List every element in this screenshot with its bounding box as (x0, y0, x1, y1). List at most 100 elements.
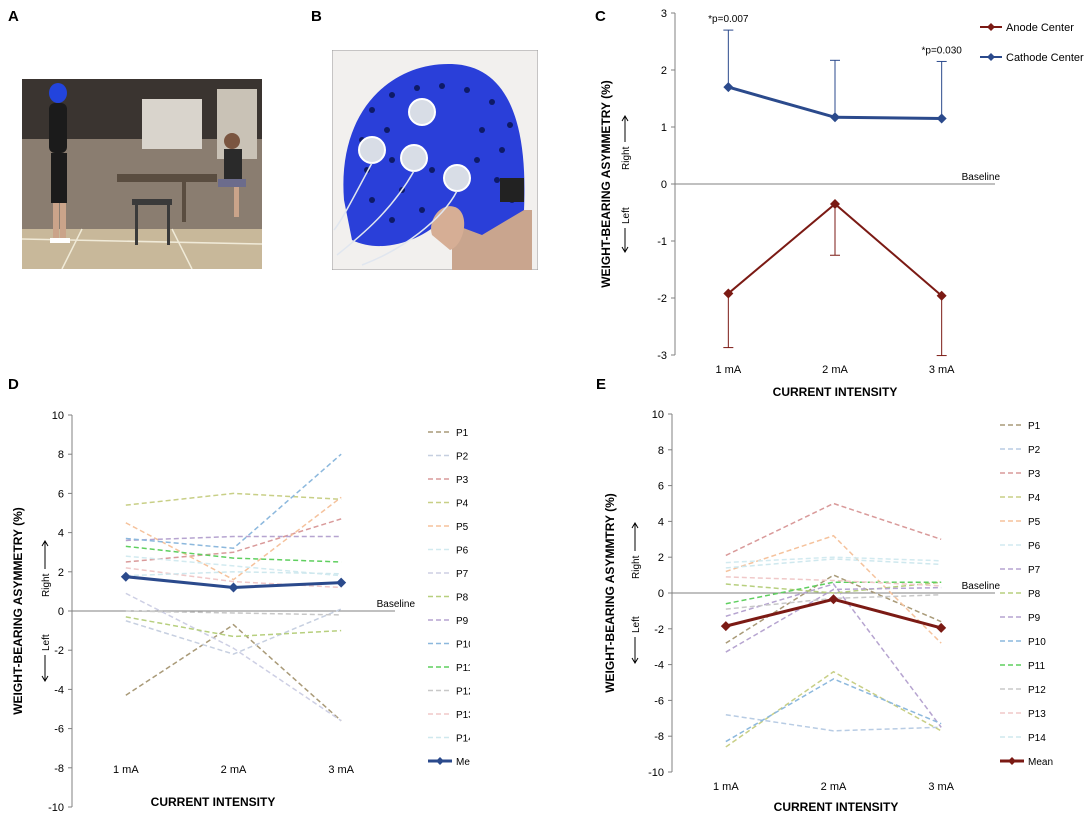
legend-marker (436, 757, 444, 765)
left-arrow-head (41, 675, 49, 682)
x-axis-title: CURRENT INTENSITY (773, 385, 898, 399)
y-tick-label: 0 (58, 606, 64, 618)
panel-letter-d: D (8, 376, 19, 393)
legend-label: P1 (456, 428, 469, 439)
y-tick-label: -4 (54, 684, 64, 696)
mean-data-point-marker (228, 582, 239, 593)
y-axis-title: WEIGHT-BEARING ASYMMETRY (%) (599, 80, 613, 288)
legend-label: P3 (1028, 469, 1041, 480)
right-arrow-head (631, 522, 639, 529)
panel-letter-b: B (311, 8, 322, 25)
legend-label: P5 (1028, 517, 1041, 528)
series-line-p11 (125, 545, 342, 563)
legend-label: P13 (1028, 709, 1046, 720)
series-line-p10 (725, 678, 942, 743)
legend-marker (987, 53, 995, 61)
right-direction-label: Right (631, 555, 642, 579)
series-line-p12 (125, 610, 342, 616)
x-tick-label: 2 mA (821, 781, 847, 793)
legend-label: Mean (456, 757, 470, 768)
series-line-p10 (125, 453, 342, 550)
chart-c: 3 2 1 0 -1 -2 -3 1 mA 2 mA 3 mA CURRENT INTENSITY W… (599, 8, 1084, 399)
y-tick-label: 2 (58, 567, 64, 579)
mean-data-point-marker (936, 622, 947, 633)
series-line-p14 (725, 558, 942, 569)
legend-label: P8 (1028, 589, 1041, 600)
legend-label: P10 (456, 640, 470, 651)
legend-marker (1008, 757, 1016, 765)
y-axis-title: WEIGHT-BEARING ASYMMTRY (%) (603, 493, 617, 693)
mean-data-point-marker (336, 577, 347, 588)
data-point-marker (936, 290, 947, 301)
mean-data-point-marker (120, 571, 131, 582)
series-line-p14 (125, 571, 342, 577)
data-point-marker (830, 112, 840, 123)
y-tick-label: 4 (658, 516, 664, 528)
series-line-p4 (725, 670, 942, 748)
series-line-p2 (125, 608, 342, 655)
data-point-marker (830, 198, 840, 209)
legend-label: P4 (456, 499, 469, 510)
chart-d: 10 8 6 4 2 0 -2 -4 -6 -8 -10 1 mA 2 mA 3 mA CURRENT IN… (11, 410, 470, 814)
legend-label: P11 (1028, 661, 1045, 672)
baseline-label: Baseline (962, 581, 1001, 592)
left-arrow-head (631, 657, 639, 664)
y-tick-label: -6 (54, 724, 64, 736)
left-direction-label: Left (631, 616, 642, 633)
x-tick-label: 1 mA (713, 781, 739, 793)
y-tick-label: 10 (652, 409, 664, 421)
photo-participant-standing (22, 79, 262, 269)
legend-label: P9 (456, 616, 469, 627)
x-tick-label: 1 mA (113, 764, 139, 776)
y-tick-label: 8 (58, 449, 64, 461)
legend-label: P7 (1028, 565, 1041, 576)
y-tick-label: -2 (54, 645, 64, 657)
legend-label: P1 (1028, 421, 1041, 432)
series-line-p1 (125, 623, 342, 722)
data-point-marker (723, 82, 734, 93)
series-line-p8 (725, 581, 942, 594)
series-line-p13 (725, 576, 942, 587)
legend-label: P10 (1028, 637, 1046, 648)
y-axis-title: WEIGHT-BEARING ASYMMETRY (%) (11, 507, 25, 715)
series-line-p3 (725, 502, 942, 557)
legend-label: P5 (456, 522, 469, 533)
legend-label: P13 (456, 710, 470, 721)
series-line-p11 (725, 581, 942, 605)
series-line-p6 (725, 556, 942, 564)
x-tick-label: 2 mA (822, 364, 848, 376)
y-tick-label: 2 (658, 552, 664, 564)
legend-label: P11 (456, 663, 470, 674)
series-line-p8 (125, 616, 342, 638)
y-tick-label: 2 (661, 65, 667, 77)
x-tick-label: 3 mA (328, 764, 354, 776)
series-line-p5 (125, 496, 342, 581)
x-tick-label: 3 mA (929, 364, 955, 376)
left-direction-label: Left (621, 207, 632, 224)
legend-label: P9 (1028, 613, 1041, 624)
significance-annotation: *p=0.030 (922, 45, 963, 56)
legend-label: P2 (1028, 445, 1041, 456)
legend-marker (987, 23, 995, 31)
baseline-label: Baseline (377, 599, 416, 610)
legend-label: P12 (456, 687, 470, 698)
legend-label: Cathode Center (1006, 52, 1084, 64)
right-direction-label: Right (621, 146, 632, 170)
mean-data-point-marker (828, 594, 839, 605)
y-tick-label: -10 (48, 802, 64, 814)
baseline-label: Baseline (962, 172, 1001, 183)
y-tick-label: -4 (654, 660, 664, 672)
y-tick-label: -6 (654, 695, 664, 707)
series-line-p2 (725, 713, 942, 732)
legend-label: P2 (456, 452, 469, 463)
series-line-p9 (725, 586, 942, 653)
chart-e: 10 8 6 4 2 0 -2 -4 -6 -8 -10 1 mA 2 mA 3 mA CURRENT IN… (603, 409, 1053, 814)
significance-annotation: *p=0.007 (708, 14, 749, 25)
series-line-p4 (125, 492, 342, 506)
panel-letter-e: E (596, 376, 607, 393)
y-tick-label: 10 (52, 410, 64, 422)
legend-label: P3 (456, 475, 469, 486)
y-tick-label: -10 (648, 767, 664, 779)
legend-label: P8 (456, 593, 469, 604)
y-tick-label: -8 (54, 763, 64, 775)
